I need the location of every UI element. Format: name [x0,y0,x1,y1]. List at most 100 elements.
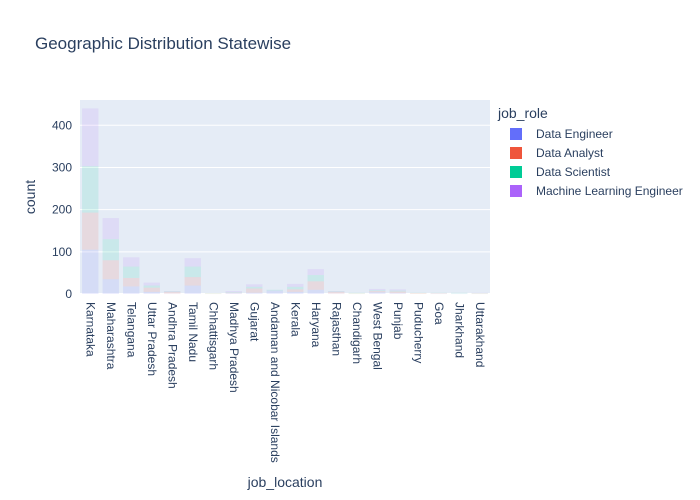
x-tick-label: Karnataka [83,302,97,357]
x-tick-label: Andaman and Nicobar Islands [268,302,282,463]
bar-segment[interactable] [184,285,201,294]
legend-label: Data Analyst [536,145,604,160]
bar-segment[interactable] [369,292,386,294]
x-axis-label: job_location [247,474,323,490]
bar-segment[interactable] [471,292,488,294]
bar-segment[interactable] [82,108,99,167]
bar-segment[interactable] [266,290,283,294]
bar-segment[interactable] [164,291,181,292]
chart-title: Geographic Distribution Statewise [35,34,292,53]
x-tick-label: Madhya Pradesh [227,302,241,393]
bar-segment[interactable] [369,290,386,292]
bar-segment[interactable] [225,293,242,294]
bar-segment[interactable] [348,292,365,294]
bar-segment[interactable] [307,275,324,282]
bar-segment[interactable] [410,292,427,294]
bar-segment[interactable] [266,289,283,291]
bar-segment[interactable] [205,293,222,295]
bar-segment[interactable] [430,293,447,295]
bar-segment[interactable] [143,285,160,288]
bar-segment[interactable] [82,212,99,250]
x-tick-label: Uttar Pradesh [145,302,159,376]
x-tick-label: Telangana [124,302,138,358]
bar-segment[interactable] [102,279,119,294]
gridlines [80,124,490,295]
bar-segment[interactable] [246,284,263,287]
bar-segment[interactable] [328,293,345,295]
bar-segment[interactable] [287,283,304,287]
bar-segment[interactable] [328,291,345,294]
bar-segment[interactable] [307,281,324,290]
x-tick-label: Punjab [391,302,405,340]
x-tick-label: Andhra Pradesh [165,302,179,389]
bar-segment[interactable] [225,292,242,293]
x-tick-label: Chandigarh [350,302,364,364]
bar-segment[interactable] [82,249,99,294]
bar-segment[interactable] [82,166,99,213]
bar-segment[interactable] [102,218,119,240]
y-tick-label: 400 [52,118,72,132]
y-tick-label: 300 [52,160,72,174]
bar-segment[interactable] [123,266,140,278]
bar-segment[interactable] [123,257,140,267]
bar-segment[interactable] [184,258,201,267]
bar-segment[interactable] [471,293,488,294]
bar-segment[interactable] [287,289,304,292]
x-tick-label: Puducherry [411,302,425,363]
legend-label: Data Engineer [536,126,613,141]
y-axis-label: count [22,180,38,214]
legend-item[interactable]: Data Analyst [510,143,683,162]
bar-segment[interactable] [102,260,119,280]
bar-segment[interactable] [451,292,468,294]
bar-segment[interactable] [123,277,140,287]
bar-segment[interactable] [307,289,324,294]
bar-segment[interactable] [246,286,263,289]
bar-segment[interactable] [225,291,242,293]
legend-item[interactable]: Data Engineer [510,124,683,143]
bar-segment[interactable] [287,286,304,290]
legend-item[interactable]: Data Scientist [510,162,683,181]
bar-segment[interactable] [328,291,345,292]
bar-segment[interactable] [471,293,488,295]
bar-segment[interactable] [164,293,181,295]
bar-segment[interactable] [205,293,222,294]
plot-area [80,100,490,294]
bar-segment[interactable] [348,293,365,295]
bar-segment[interactable] [143,287,160,292]
bar-segment[interactable] [246,288,263,293]
bar-segment[interactable] [123,286,140,294]
x-tick-label: Kerala [288,302,302,337]
bar-segment[interactable] [430,293,447,294]
bar-segment[interactable] [246,292,263,294]
bar-segment[interactable] [430,292,447,294]
bar-segment[interactable] [143,291,160,294]
bar-segment[interactable] [164,291,181,294]
x-tick-label: Jharkhand [452,302,466,358]
bar-segment[interactable] [451,293,468,295]
bar-segment[interactable] [184,266,201,278]
bar-segment[interactable] [102,239,119,261]
bar-segment[interactable] [369,288,386,291]
x-tick-label: Tamil Nadu [186,302,200,362]
y-tick-labels: 0 100 200 300 400 [52,118,72,301]
legend-item[interactable]: Machine Learning Engineer [510,181,683,200]
bar-segment[interactable] [164,291,181,292]
bar-segment[interactable] [225,292,242,294]
x-tick-labels: Karnataka Maharashtra Telangana Uttar Prade… [83,302,487,463]
y-tick-label: 0 [65,287,72,301]
bar-segment[interactable] [287,291,304,294]
x-tick-label: Goa [432,302,446,325]
bar-segment[interactable] [389,289,406,291]
x-tick-label: Uttarakhand [473,302,487,367]
bar-segment[interactable] [389,291,406,294]
bar-segment[interactable] [143,282,160,286]
bar-segment[interactable] [389,290,406,292]
legend: Data Engineer Data Analyst Data Scientist M… [510,124,683,200]
y-tick-label: 100 [52,245,72,259]
bar-segment[interactable] [410,293,427,294]
bar-segment[interactable] [307,269,324,276]
bar-segment[interactable] [328,291,345,292]
bar-segment[interactable] [389,293,406,294]
bar-segment[interactable] [184,277,201,286]
bar-segment[interactable] [369,291,386,293]
